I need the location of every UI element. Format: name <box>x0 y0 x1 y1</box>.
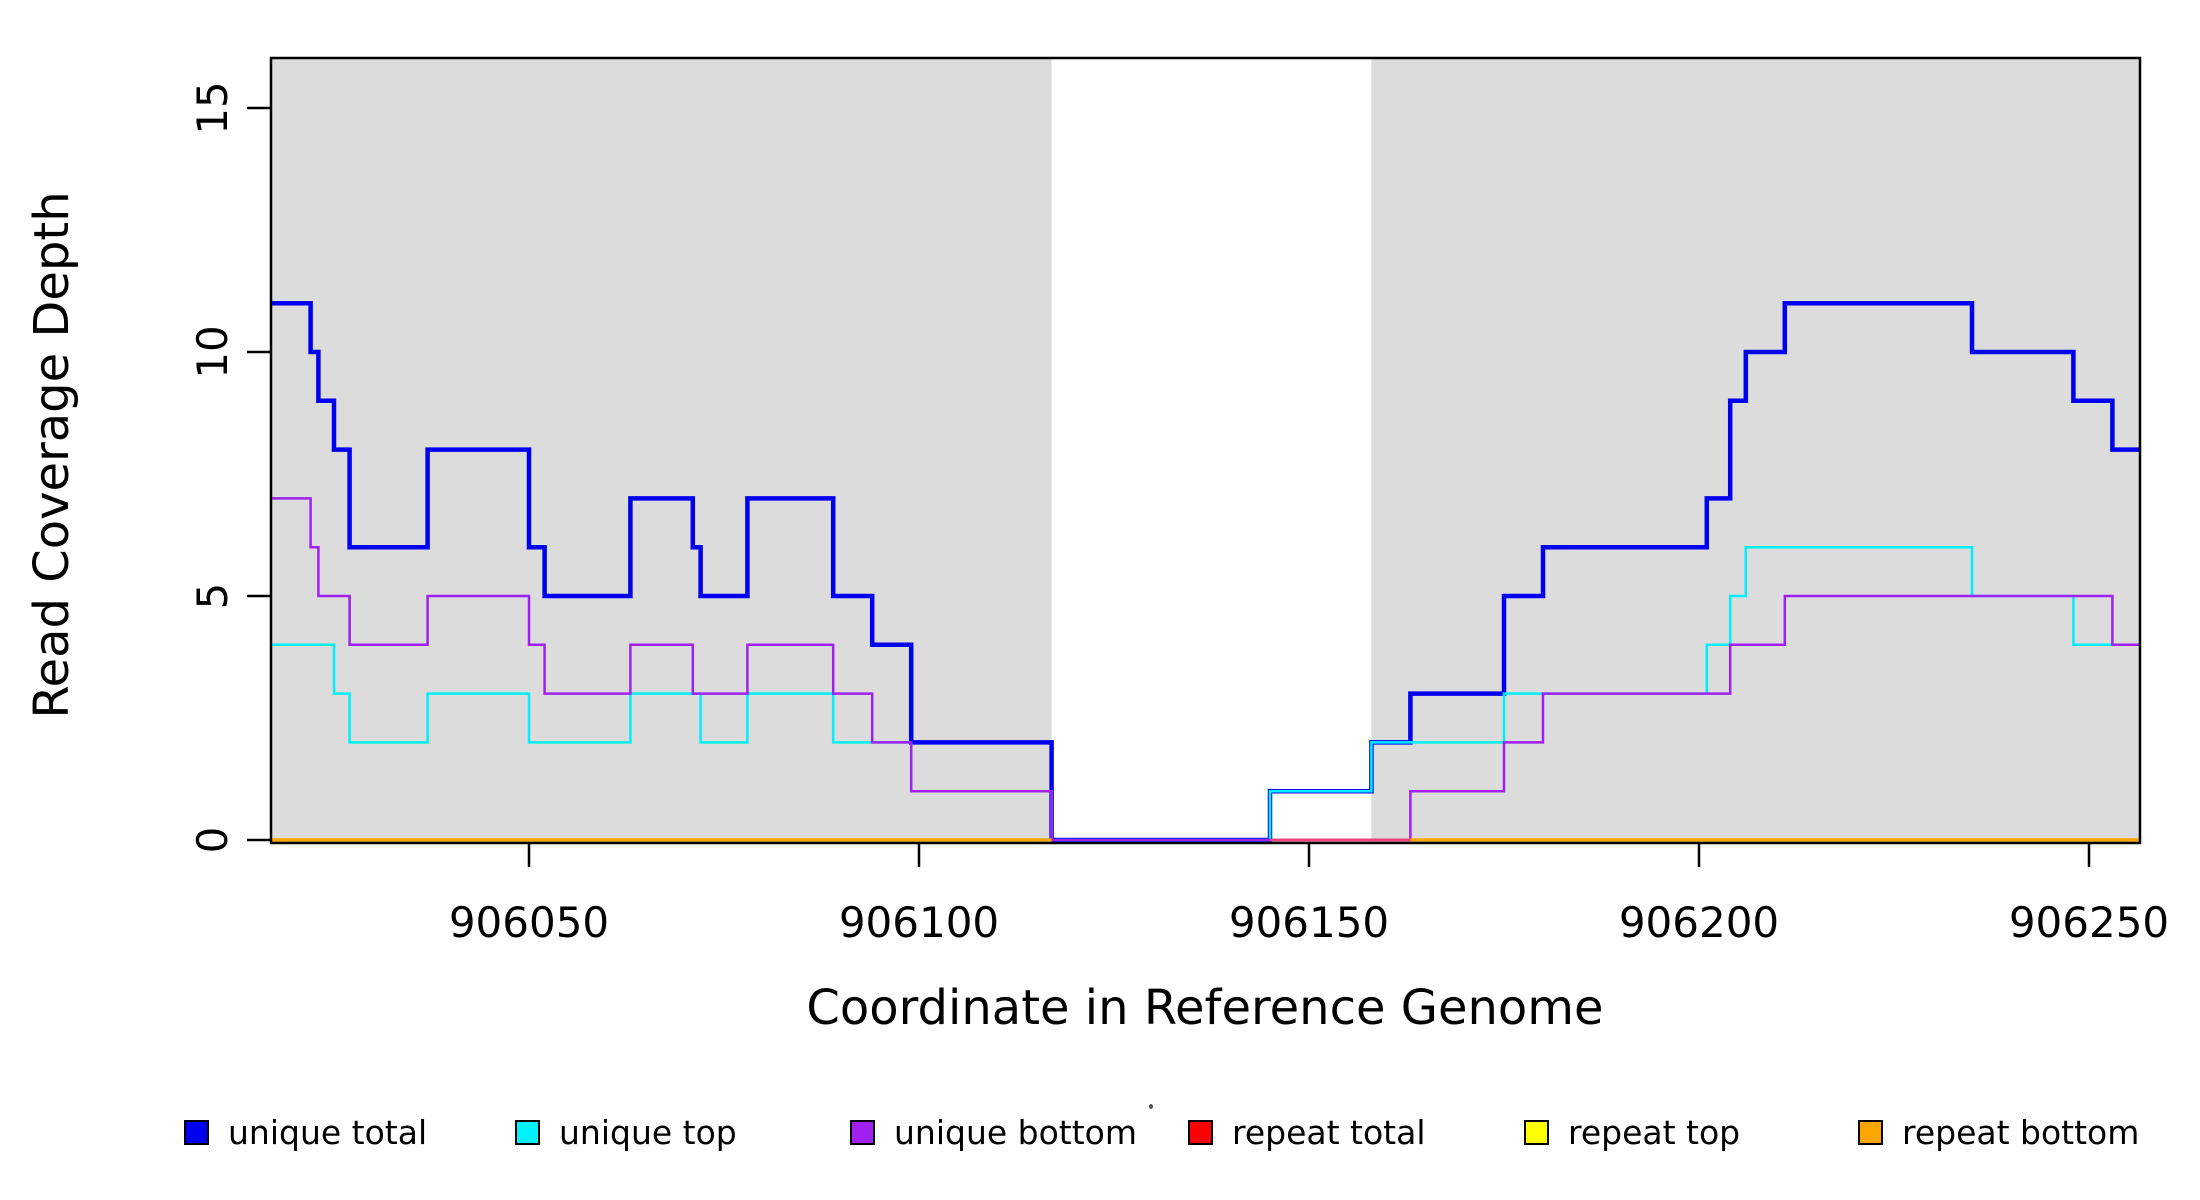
x-axis-label: Coordinate in Reference Genome <box>806 980 1604 1036</box>
legend-item-unique-total: unique total <box>184 1112 427 1152</box>
plot-border <box>269 56 2142 845</box>
legend-label: repeat total <box>1232 1112 1426 1152</box>
legend-label: unique bottom <box>894 1112 1138 1152</box>
series-line-unique-bottom <box>271 497 2140 842</box>
x-tick-label: 906050 <box>448 898 610 947</box>
x-tick-label: 906250 <box>2008 898 2170 947</box>
stray-mark <box>1149 1104 1153 1109</box>
x-tick-label: 906100 <box>838 898 1000 947</box>
shaded-region-1 <box>1371 58 2140 843</box>
series-lines <box>271 300 2140 843</box>
legend-label: repeat top <box>1568 1112 1741 1152</box>
legend-item-unique-top: unique top <box>515 1112 737 1152</box>
x-tick-label: 906150 <box>1228 898 1390 947</box>
legend-item-unique-bottom: unique bottom <box>850 1112 1137 1152</box>
legend-item-repeat-bottom: repeat bottom <box>1858 1112 2139 1152</box>
legend-label: unique total <box>228 1112 428 1152</box>
y-axis-label: Read Coverage Depth <box>24 191 80 719</box>
legend-swatch-icon <box>850 1119 875 1145</box>
legend-swatch-icon <box>184 1119 209 1145</box>
legend-label: repeat bottom <box>1902 1112 2140 1152</box>
y-tick-label: 15 <box>188 81 237 135</box>
legend-item-repeat-top: repeat top <box>1524 1112 1740 1152</box>
series-line-unique-total <box>271 300 2140 843</box>
y-tick-label: 10 <box>188 325 237 379</box>
legend-swatch-icon <box>1858 1119 1883 1145</box>
shaded-region-0 <box>271 58 1052 843</box>
y-tick-label: 5 <box>188 582 237 610</box>
legend-item-repeat-total: repeat total <box>1188 1112 1426 1152</box>
legend-swatch-icon <box>1188 1119 1213 1145</box>
legend-label: unique top <box>559 1112 737 1152</box>
x-tick-label: 906200 <box>1618 898 1780 947</box>
legend-swatch-icon <box>1524 1119 1549 1145</box>
y-tick-label: 0 <box>188 826 237 854</box>
legend-swatch-icon <box>515 1119 540 1145</box>
